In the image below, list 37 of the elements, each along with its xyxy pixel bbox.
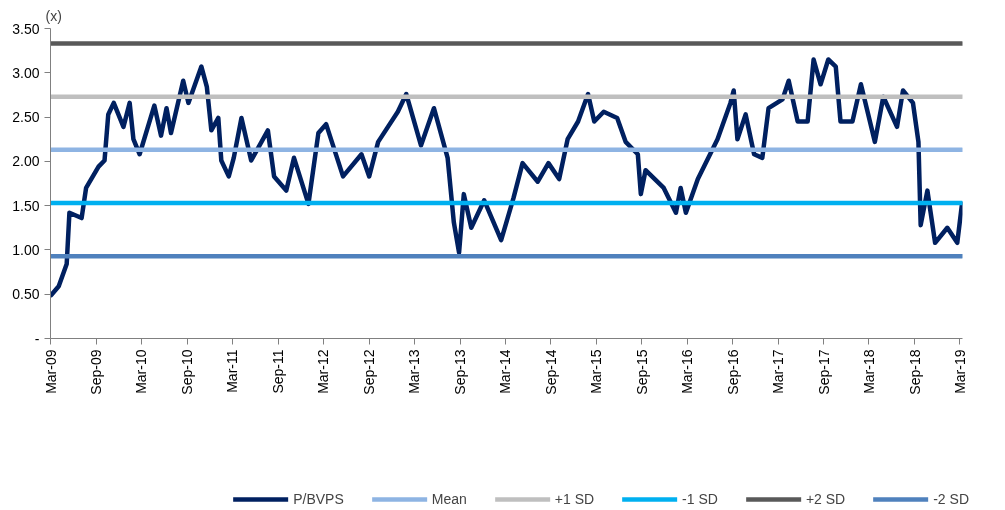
x-tick-label: Sep-12 [361,349,378,395]
y-tick-label: 0.50 [12,286,40,303]
legend-label: -1 SD [682,490,718,507]
x-tick-label: Sep-10 [179,349,196,395]
x-tick-label: Mar-17 [770,349,787,394]
y-tick-label: 1.50 [12,197,40,214]
x-tick-label: Mar-10 [133,349,150,394]
y-tick-label: 2.00 [12,153,40,170]
legend-label: Mean [431,490,467,507]
x-tick-label: Mar-19 [951,349,968,394]
x-tick-label: Sep-16 [724,349,741,395]
y-tick-label: 1.00 [12,241,40,258]
x-tick-label: Mar-15 [588,349,605,394]
x-tick-label: Mar-13 [406,349,423,394]
y-axis-title: (x) [45,7,62,24]
y-tick-label: 3.50 [12,20,40,37]
x-tick-label: Mar-12 [315,349,332,394]
legend-label: +1 SD [554,490,595,507]
legend-label: +2 SD [805,490,846,507]
x-tick-label: Sep-11 [270,349,287,394]
x-tick-label: Sep-17 [815,349,832,395]
y-tick-label: 3.00 [12,64,40,81]
x-tick-label: Sep-09 [88,349,105,395]
x-tick-label: Mar-18 [860,349,877,394]
x-tick-label: Mar-09 [42,349,59,394]
x-tick-label: Mar-16 [679,349,696,394]
x-tick-label: Sep-14 [542,349,559,395]
legend-label: -2 SD [933,490,969,507]
y-tick-label: 2.50 [12,109,40,126]
line-series [50,57,963,298]
x-tick-label: Mar-14 [497,349,514,394]
x-tick-label: Sep-13 [452,349,469,395]
x-tick-label: Sep-15 [633,349,650,395]
legend-label: P/BVPS [293,490,344,507]
x-tick-label: Sep-18 [906,349,923,395]
x-tick-label: Mar-11 [224,349,241,393]
y-tick-label: - [34,330,40,347]
